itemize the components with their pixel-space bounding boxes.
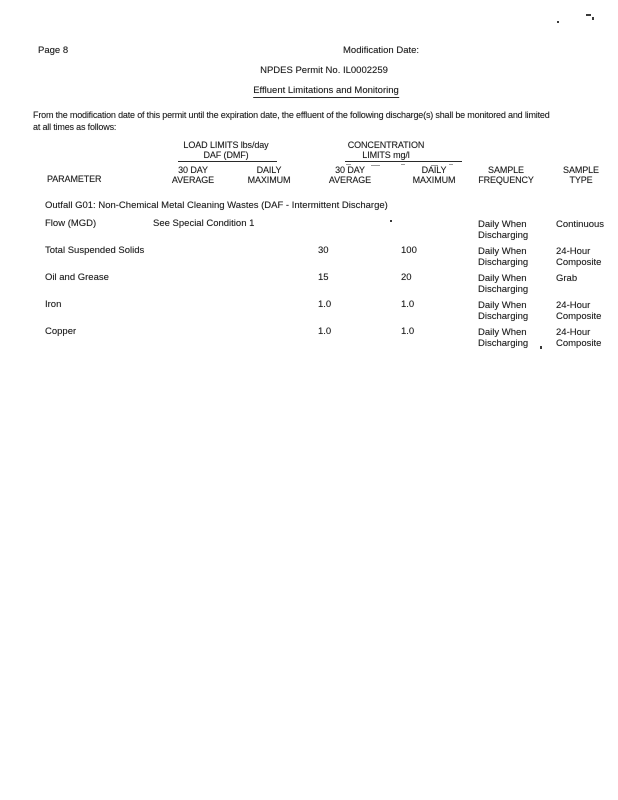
column-header-load-30day-average: 30 DAY AVERAGE	[171, 165, 215, 185]
scan-speck	[371, 165, 380, 166]
concentration-units-label: LIMITS mg/l	[362, 150, 410, 160]
load-limits-label: LOAD LIMITS lbs/day	[183, 140, 269, 150]
row-conc-max: 1.0	[401, 299, 415, 310]
scan-speck	[401, 164, 405, 165]
row-sample-frequency: Daily When Discharging	[478, 327, 529, 349]
column-header-load-daily-maximum: DAILY MAXIMUM	[247, 165, 291, 185]
scan-speck	[592, 17, 594, 20]
intro-paragraph: From the modification date of this permi…	[33, 110, 550, 133]
scan-speck	[390, 220, 392, 222]
row-parameter: Total Suspended Solids	[45, 245, 145, 256]
scan-speck	[431, 165, 438, 166]
column-header-sample-frequency: SAMPLE FREQUENCY	[478, 165, 534, 185]
row-sample-frequency: Daily When Discharging	[478, 300, 529, 322]
row-sample-type: 24-Hour Composite	[556, 327, 602, 349]
scan-speck	[449, 164, 453, 165]
row-conc-max: 1.0	[401, 326, 415, 337]
row-parameter: Oil and Grease	[45, 272, 109, 283]
scan-speck	[586, 14, 591, 16]
section-title: Effluent Limitations and Monitoring	[253, 85, 399, 98]
page-number: Page 8	[38, 45, 69, 56]
scan-speck	[557, 21, 559, 23]
intro-line-2: at all times as follows:	[33, 121, 117, 132]
column-header-sample-type: SAMPLE TYPE	[563, 165, 599, 185]
row-parameter: Flow (MGD)	[45, 218, 97, 229]
intro-line-1: From the modification date of this permi…	[33, 110, 550, 120]
outfall-heading: Outfall G01: Non-Chemical Metal Cleaning…	[45, 200, 388, 211]
row-parameter: Copper	[45, 326, 77, 337]
row-sample-frequency: Daily When Discharging	[478, 219, 529, 241]
row-sample-type: Continuous	[556, 219, 605, 230]
row-conc-avg: 30	[318, 245, 329, 256]
row-sample-frequency: Daily When Discharging	[478, 273, 529, 295]
row-note: See Special Condition 1	[153, 218, 255, 229]
modification-date-label: Modification Date:	[343, 45, 420, 56]
row-sample-type: Grab	[556, 273, 578, 284]
row-conc-avg: 1.0	[318, 326, 332, 337]
row-sample-frequency: Daily When Discharging	[478, 246, 529, 268]
row-parameter: Iron	[45, 299, 62, 310]
column-header-conc-30day-average: 30 DAY AVERAGE	[328, 165, 372, 185]
concentration-underline	[345, 161, 462, 162]
column-header-parameter: PARAMETER	[47, 174, 102, 184]
load-limits-underline	[178, 161, 277, 162]
concentration-label: CONCENTRATION	[347, 140, 425, 150]
column-header-conc-daily-maximum: DAILY MAXIMUM	[412, 165, 456, 185]
permit-number: NPDES Permit No. IL0002259	[260, 65, 388, 76]
scan-speck	[540, 346, 542, 349]
row-sample-type: 24-Hour Composite	[556, 246, 602, 268]
row-sample-type: 24-Hour Composite	[556, 300, 602, 322]
row-conc-max: 100	[401, 245, 417, 256]
row-conc-max: 20	[401, 272, 412, 283]
load-limits-daf-label: DAF (DMF)	[203, 150, 249, 160]
scan-speck	[346, 164, 351, 165]
row-conc-avg: 15	[318, 272, 329, 283]
row-conc-avg: 1.0	[318, 299, 332, 310]
concentration-group-header: CONCENTRATION LIMITS mg/l	[348, 140, 425, 160]
load-limits-group-header: LOAD LIMITS lbs/day DAF (DMF)	[183, 140, 268, 160]
